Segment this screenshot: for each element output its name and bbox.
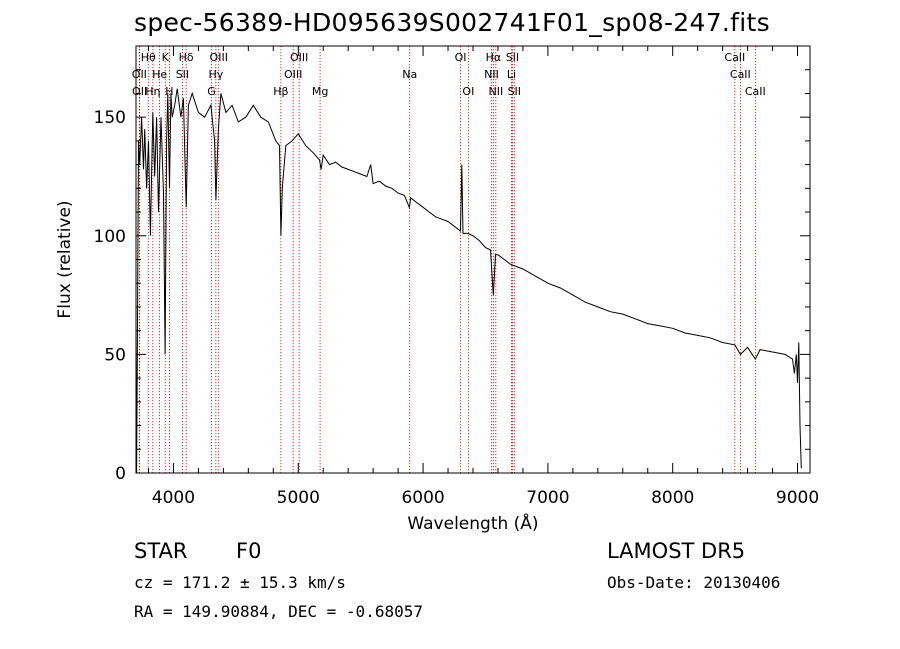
y-axis-label: Flux (relative) — [55, 200, 75, 318]
line-marker-label: Hγ — [208, 68, 223, 81]
redshift-velocity: cz = 171.2 ± 15.3 km/s — [134, 573, 346, 592]
line-marker-label: SII — [506, 51, 519, 64]
line-marker-label: CaII — [745, 85, 766, 98]
line-marker-label: K — [162, 51, 170, 64]
x-tick-label: 6000 — [401, 488, 444, 508]
line-marker-label: CaII — [730, 68, 751, 81]
line-markers-layer — [138, 46, 756, 473]
line-marker-label: OI — [455, 51, 467, 64]
line-marker-label: H — [165, 85, 173, 98]
line-marker-label: OI — [462, 85, 474, 98]
x-axis-ticks — [147, 46, 799, 473]
y-tick-label: 0 — [115, 464, 126, 484]
y-axis-tick-labels: 0 50 100 150 — [94, 108, 126, 484]
line-marker-label: Hη — [145, 85, 160, 98]
line-marker-label: NII — [484, 68, 499, 81]
y-tick-label: 150 — [94, 108, 126, 128]
line-marker-label: G — [207, 85, 216, 98]
y-axis-ticks — [136, 69, 810, 474]
object-subclass: F0 — [236, 539, 262, 563]
spectrum-title: spec-56389-HD095639S002741F01_sp08-247.f… — [134, 8, 770, 37]
x-tick-label: 8000 — [651, 488, 694, 508]
line-marker-label: Hα — [486, 51, 502, 64]
line-marker-label: Mg — [312, 85, 328, 98]
x-tick-label: 5000 — [277, 488, 320, 508]
line-marker-label: Li — [507, 68, 516, 81]
x-axis-tick-labels: 4000 5000 6000 7000 8000 9000 — [152, 488, 819, 508]
object-class: STAR — [134, 539, 188, 563]
x-tick-label: 7000 — [526, 488, 569, 508]
line-marker-label: OIII — [210, 51, 228, 64]
line-marker-label: SII — [508, 85, 521, 98]
ra-dec-coordinates: RA = 149.90884, DEC = -0.68057 — [134, 602, 423, 621]
line-marker-label: Na — [402, 68, 417, 81]
line-marker-label: Hβ — [273, 85, 288, 98]
x-tick-label: 9000 — [776, 488, 819, 508]
y-tick-label: 50 — [104, 345, 126, 365]
line-marker-label: CaII — [724, 51, 745, 64]
line-marker-label: SII — [176, 68, 189, 81]
line-marker-label: He — [152, 68, 167, 81]
spectrum-line — [135, 88, 802, 474]
plot-frame — [135, 45, 811, 474]
observation-date: Obs-Date: 20130406 — [607, 573, 781, 592]
line-marker-label: OIII — [290, 51, 308, 64]
x-axis-label: Wavelength (Å) — [407, 512, 538, 534]
line-marker-label: OIII — [284, 68, 302, 81]
line-marker-label: NII — [488, 85, 503, 98]
y-tick-label: 100 — [94, 227, 126, 247]
line-marker-label: Hδ — [179, 51, 194, 64]
line-marker-label: Hθ — [141, 51, 156, 64]
survey-name: LAMOST DR5 — [607, 539, 746, 563]
x-tick-label: 4000 — [152, 488, 195, 508]
